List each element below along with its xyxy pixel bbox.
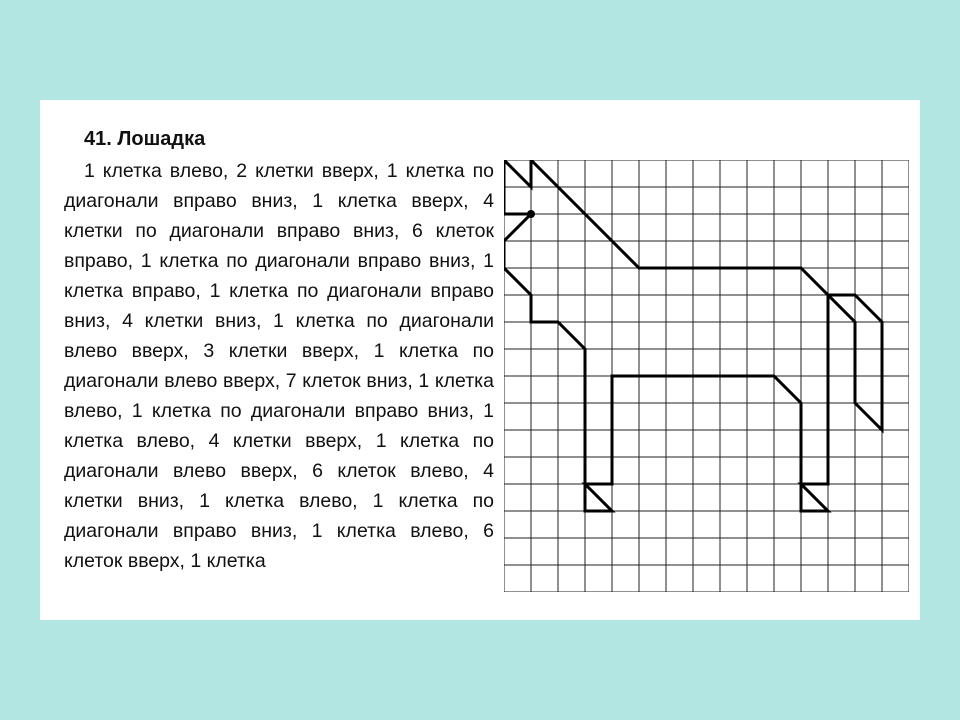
exercise-instructions: 1 клетка влево, 2 клетки вверх, 1 клетка…	[64, 156, 494, 576]
start-dot	[527, 210, 535, 218]
text-column: 41. Лошадка 1 клетка влево, 2 клетки вве…	[64, 124, 494, 612]
grid-drawing	[504, 160, 909, 592]
diagram-column	[494, 124, 896, 612]
worksheet-page: 41. Лошадка 1 клетка влево, 2 клетки вве…	[40, 100, 920, 620]
exercise-title: 41. Лошадка	[64, 124, 494, 154]
exercise-number: 41.	[84, 128, 112, 150]
exercise-name: Лошадка	[117, 128, 205, 150]
